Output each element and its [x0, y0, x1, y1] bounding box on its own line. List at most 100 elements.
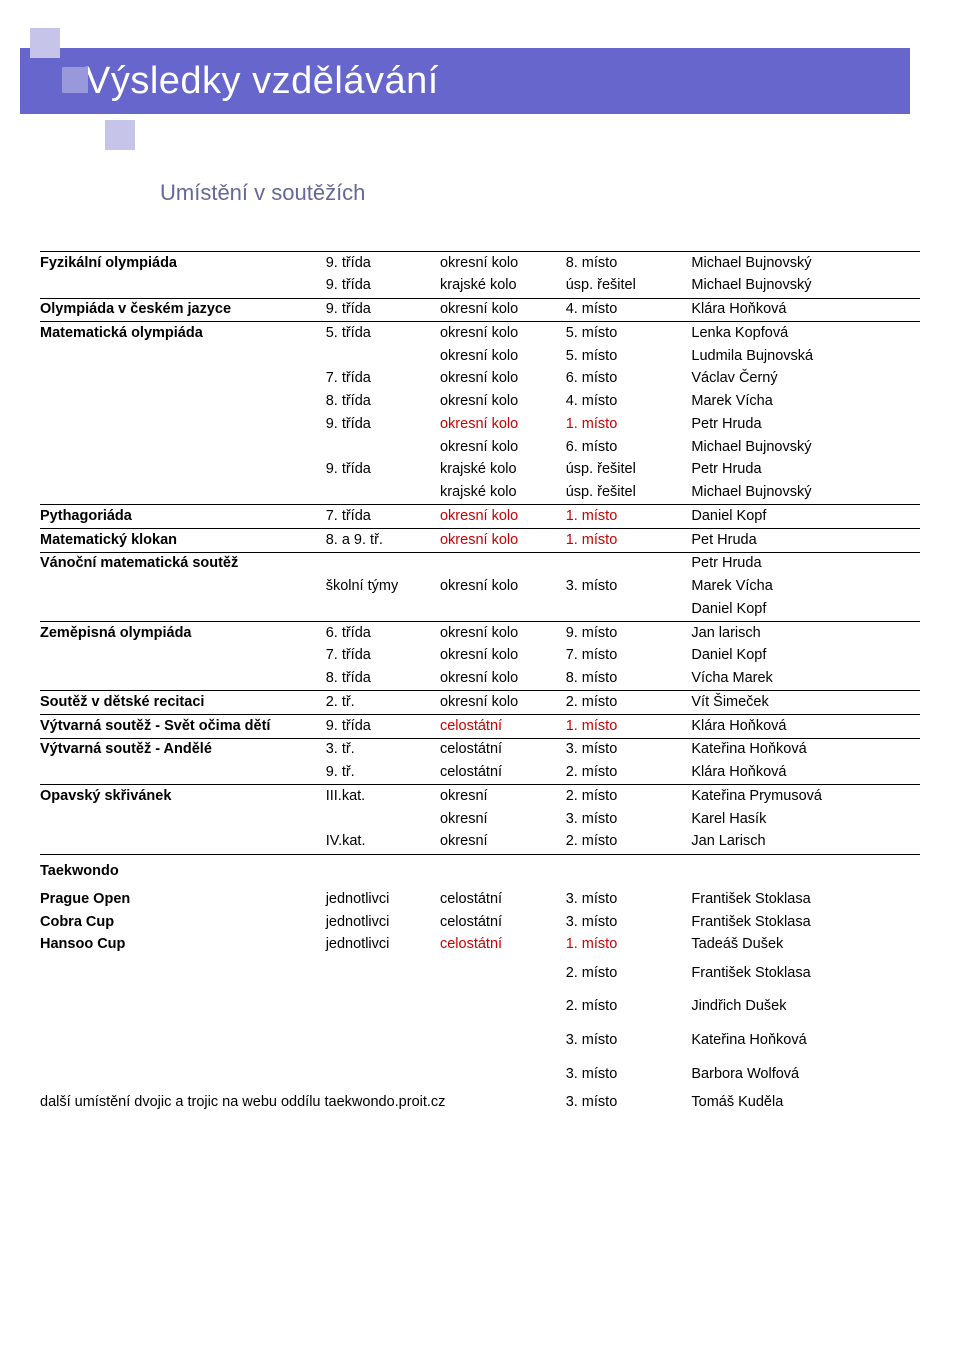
cell-competition: Matematická olympiáda — [40, 322, 326, 345]
cell-name: Jan Larisch — [691, 831, 920, 854]
table-row: 2. místoFrantišek Stoklasa — [40, 957, 920, 991]
cell-competition: Prague Open — [40, 888, 326, 911]
cell-grade: III.kat. — [326, 785, 440, 808]
cell-level: okresní kolo — [440, 529, 566, 553]
cell-level: okresní kolo — [440, 345, 566, 368]
footer-row: další umístění dvojic a trojic na webu o… — [40, 1092, 920, 1115]
cell-competition — [40, 275, 326, 298]
table-row: Vánoční matematická soutěžPetr Hruda — [40, 552, 920, 575]
cell-place: 2. místo — [566, 957, 692, 991]
cell-competition — [40, 598, 326, 621]
cell-place — [566, 854, 692, 888]
table-row: Pythagoriáda7. třídaokresní kolo1. místo… — [40, 505, 920, 529]
cell-name: Lenka Kopfová — [691, 322, 920, 345]
table-row: školní týmyokresní kolo3. místoMarek Víc… — [40, 576, 920, 599]
cell-level: okresní — [440, 831, 566, 854]
cell-place: 3. místo — [566, 576, 692, 599]
cell-level: celostátní — [440, 888, 566, 911]
cell-place: 2. místo — [566, 762, 692, 785]
table-row: 7. třídaokresní kolo6. místoVáclav Černý — [40, 368, 920, 391]
cell-competition: Olympiáda v českém jazyce — [40, 298, 326, 322]
cell-grade: 6. třída — [326, 622, 440, 645]
cell-competition — [40, 762, 326, 785]
cell-name: Klára Hoňková — [691, 762, 920, 785]
cell-place: 3. místo — [566, 738, 692, 761]
cell-grade: školní týmy — [326, 576, 440, 599]
cell-name: Michael Bujnovský — [691, 275, 920, 298]
cell-name: František Stoklasa — [691, 957, 920, 991]
table-row: 3. místoBarbora Wolfová — [40, 1058, 920, 1092]
results-table: Fyzikální olympiáda9. třídaokresní kolo8… — [40, 251, 920, 1114]
cell-grade: 8. třída — [326, 391, 440, 414]
table-row: Matematický klokan8. a 9. tř.okresní kol… — [40, 529, 920, 553]
cell-place: úsp. řešitel — [566, 275, 692, 298]
cell-grade — [326, 1024, 440, 1058]
cell-level — [440, 552, 566, 575]
table-row: Výtvarná soutěž - Andělé3. tř.celostátní… — [40, 738, 920, 761]
table-row: okresní3. místoKarel Hasík — [40, 808, 920, 831]
cell-place: 2. místo — [566, 785, 692, 808]
cell-name: Klára Hoňková — [691, 715, 920, 739]
cell-name: Pet Hruda — [691, 529, 920, 553]
table-row: krajské koloúsp. řešitelMichael Bujnovsk… — [40, 482, 920, 505]
cell-grade: 9. třída — [326, 252, 440, 275]
cell-level: okresní kolo — [440, 622, 566, 645]
table-row: Taekwondo — [40, 854, 920, 888]
table-row: Olympiáda v českém jazyce9. třídaokresní… — [40, 298, 920, 322]
cell-competition — [40, 482, 326, 505]
cell-place: 5. místo — [566, 345, 692, 368]
cell-competition — [40, 436, 326, 459]
cell-competition — [40, 368, 326, 391]
cell-name: Jindřich Dušek — [691, 990, 920, 1024]
cell-name: Petr Hruda — [691, 459, 920, 482]
cell-name: Václav Černý — [691, 368, 920, 391]
cell-grade: 5. třída — [326, 322, 440, 345]
cell-grade: jednotlivci — [326, 934, 440, 957]
cell-place: 3. místo — [566, 888, 692, 911]
cell-competition: Taekwondo — [40, 854, 326, 888]
cell-competition: Zeměpisná olympiáda — [40, 622, 326, 645]
cell-level: okresní kolo — [440, 691, 566, 715]
cell-competition — [40, 645, 326, 668]
cell-name: Kateřina Hoňková — [691, 738, 920, 761]
table-row: Prague Openjednotlivcicelostátní3. místo… — [40, 888, 920, 911]
cell-level: okresní kolo — [440, 668, 566, 691]
cell-place: 3. místo — [566, 808, 692, 831]
cell-level: okresní kolo — [440, 576, 566, 599]
cell-name: Karel Hasík — [691, 808, 920, 831]
cell-level: celostátní — [440, 715, 566, 739]
cell-place — [566, 552, 692, 575]
cell-name: Vít Šimeček — [691, 691, 920, 715]
cell-name — [691, 854, 920, 888]
cell-competition: Výtvarná soutěž - Andělé — [40, 738, 326, 761]
cell-name: Barbora Wolfová — [691, 1058, 920, 1092]
cell-competition: Výtvarná soutěž - Svět očima dětí — [40, 715, 326, 739]
cell-place: 3. místo — [566, 1024, 692, 1058]
cell-grade: 7. třída — [326, 645, 440, 668]
cell-competition — [40, 1024, 326, 1058]
cell-competition — [40, 831, 326, 854]
table-row: 3. místoKateřina Hoňková — [40, 1024, 920, 1058]
cell-competition — [40, 459, 326, 482]
cell-place: 4. místo — [566, 391, 692, 414]
cell-name: Kateřina Hoňková — [691, 1024, 920, 1058]
cell-level: celostátní — [440, 911, 566, 934]
table-row: Opavský skřivánekIII.kat.okresní2. místo… — [40, 785, 920, 808]
cell-name: Michael Bujnovský — [691, 482, 920, 505]
cell-grade — [326, 436, 440, 459]
cell-grade: 3. tř. — [326, 738, 440, 761]
cell-place: 1. místo — [566, 529, 692, 553]
cell-grade — [326, 957, 440, 991]
cell-competition — [40, 990, 326, 1024]
cell-place: 3. místo — [566, 1092, 692, 1115]
header-band: Výsledky vzdělávání — [20, 20, 920, 150]
table-row: 7. třídaokresní kolo7. místoDaniel Kopf — [40, 645, 920, 668]
cell-place: úsp. řešitel — [566, 482, 692, 505]
cell-grade — [326, 990, 440, 1024]
cell-level: okresní kolo — [440, 645, 566, 668]
cell-grade: 7. třída — [326, 368, 440, 391]
cell-level: okresní kolo — [440, 252, 566, 275]
subtitle: Umístění v soutěžích — [160, 180, 920, 206]
decor-square-top — [30, 28, 60, 58]
table-row: 8. třídaokresní kolo4. místoMarek Vícha — [40, 391, 920, 414]
